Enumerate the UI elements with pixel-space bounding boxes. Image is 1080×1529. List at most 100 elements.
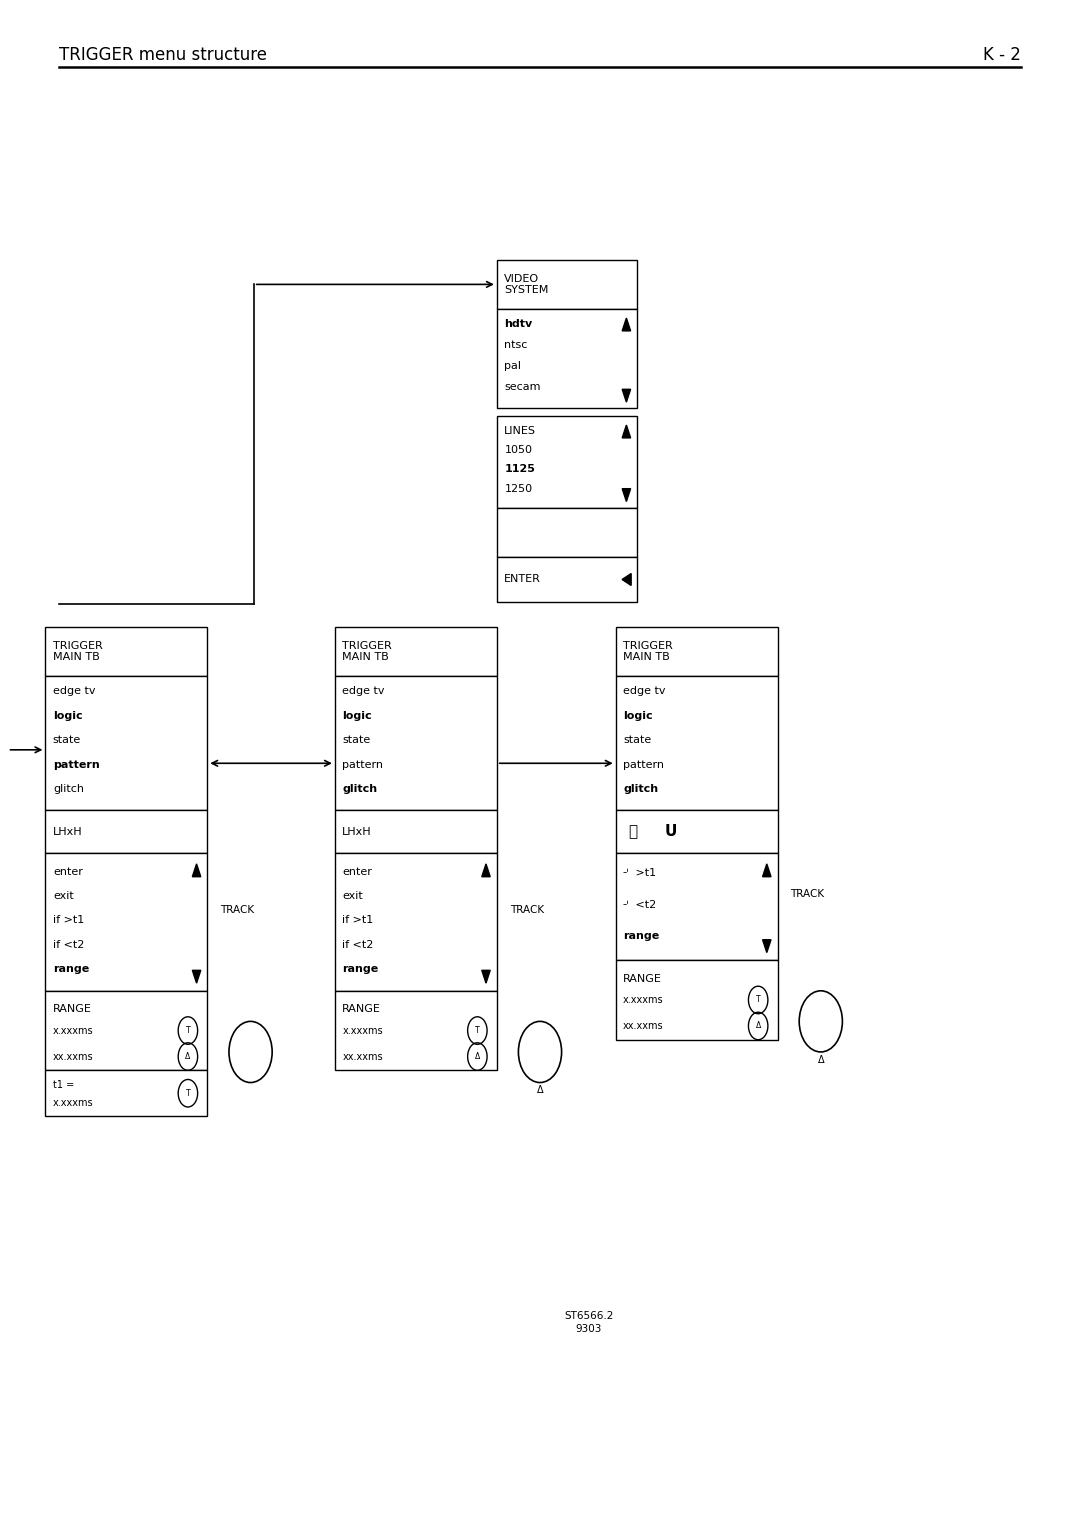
Polygon shape [482, 971, 490, 983]
Bar [616, 853, 778, 960]
Text: T: T [475, 1026, 480, 1035]
Bar [45, 1070, 207, 1116]
Text: LINES: LINES [504, 427, 537, 436]
Polygon shape [622, 390, 631, 402]
Text: state: state [342, 735, 370, 745]
Text: 1050: 1050 [504, 445, 532, 456]
Text: if <t2: if <t2 [53, 940, 84, 950]
Text: ENTER: ENTER [504, 575, 541, 584]
Polygon shape [192, 971, 201, 983]
Bar [335, 991, 497, 1070]
Bar [497, 508, 637, 557]
Text: RANGE: RANGE [342, 1005, 381, 1014]
Polygon shape [622, 425, 631, 437]
Text: x.xxxms: x.xxxms [342, 1026, 383, 1035]
Text: ST6566.2
9303: ST6566.2 9303 [564, 1312, 613, 1333]
Text: ⌏ >t1: ⌏ >t1 [623, 868, 657, 878]
Text: TRIGGER
MAIN TB: TRIGGER MAIN TB [342, 641, 392, 662]
Polygon shape [762, 940, 771, 953]
Text: Δ: Δ [537, 1086, 543, 1095]
Text: glitch: glitch [623, 784, 659, 794]
Text: if >t1: if >t1 [342, 916, 374, 925]
Text: glitch: glitch [53, 784, 84, 794]
Bar [45, 991, 207, 1070]
Polygon shape [622, 489, 631, 502]
Text: hdtv: hdtv [504, 320, 532, 329]
Bar [616, 627, 778, 676]
Text: pattern: pattern [342, 760, 383, 769]
Text: state: state [623, 735, 651, 745]
Text: edge tv: edge tv [342, 687, 384, 696]
Bar [45, 627, 207, 676]
Text: LHxH: LHxH [342, 827, 372, 836]
Text: 1125: 1125 [504, 465, 536, 474]
Text: TRACK: TRACK [220, 905, 255, 914]
Text: x.xxxms: x.xxxms [53, 1098, 94, 1109]
Text: T: T [756, 995, 760, 1005]
Bar [616, 810, 778, 853]
Text: xx.xxms: xx.xxms [342, 1052, 383, 1061]
Text: xx.xxms: xx.xxms [623, 1021, 664, 1031]
Bar [335, 810, 497, 853]
Bar [45, 853, 207, 991]
Text: VIDEO
SYSTEM: VIDEO SYSTEM [504, 274, 549, 295]
Bar [497, 557, 637, 602]
Text: TRACK: TRACK [791, 890, 825, 899]
Text: Δ: Δ [186, 1052, 190, 1061]
Bar [335, 853, 497, 991]
Bar [497, 260, 637, 309]
Text: ⌏ <t2: ⌏ <t2 [623, 899, 657, 910]
Text: xx.xxms: xx.xxms [53, 1052, 94, 1061]
Text: if <t2: if <t2 [342, 940, 374, 950]
Text: K - 2: K - 2 [983, 46, 1021, 64]
Bar [335, 676, 497, 810]
Text: pal: pal [504, 361, 522, 372]
Text: range: range [623, 931, 660, 942]
Bar [335, 627, 497, 676]
Text: TRIGGER
MAIN TB: TRIGGER MAIN TB [53, 641, 103, 662]
Text: if >t1: if >t1 [53, 916, 84, 925]
Polygon shape [192, 864, 201, 876]
Text: logic: logic [342, 711, 372, 720]
Bar [45, 676, 207, 810]
Polygon shape [622, 318, 631, 330]
Text: LHxH: LHxH [53, 827, 82, 836]
Text: logic: logic [53, 711, 82, 720]
Text: T: T [186, 1026, 190, 1035]
Text: TRACK: TRACK [510, 905, 544, 914]
Text: range: range [342, 965, 379, 974]
Text: RANGE: RANGE [53, 1005, 92, 1014]
Text: T: T [186, 1089, 190, 1098]
Bar [616, 676, 778, 810]
Polygon shape [762, 864, 771, 876]
Text: secam: secam [504, 382, 541, 393]
Text: Δ: Δ [475, 1052, 480, 1061]
Text: x.xxxms: x.xxxms [53, 1026, 94, 1035]
Bar [616, 960, 778, 1040]
Polygon shape [482, 864, 490, 876]
Bar [497, 309, 637, 408]
Text: Δ: Δ [756, 1021, 760, 1031]
Text: range: range [53, 965, 90, 974]
Text: pattern: pattern [623, 760, 664, 769]
Text: ⎓: ⎓ [629, 824, 637, 839]
Text: U: U [664, 824, 676, 839]
Text: exit: exit [342, 891, 363, 901]
Text: t1 =: t1 = [53, 1079, 75, 1090]
Text: state: state [53, 735, 81, 745]
Bar [497, 416, 637, 508]
Text: pattern: pattern [53, 760, 99, 769]
Text: Δ: Δ [818, 1055, 824, 1064]
Text: exit: exit [53, 891, 73, 901]
Text: logic: logic [623, 711, 652, 720]
Bar [45, 810, 207, 853]
Text: ntsc: ntsc [504, 339, 528, 350]
Text: x.xxxms: x.xxxms [623, 995, 664, 1005]
Polygon shape [622, 573, 631, 586]
Text: TRIGGER
MAIN TB: TRIGGER MAIN TB [623, 641, 673, 662]
Text: edge tv: edge tv [53, 687, 95, 696]
Text: glitch: glitch [342, 784, 378, 794]
Text: enter: enter [342, 867, 373, 876]
Text: TRIGGER menu structure: TRIGGER menu structure [59, 46, 268, 64]
Text: RANGE: RANGE [623, 974, 662, 983]
